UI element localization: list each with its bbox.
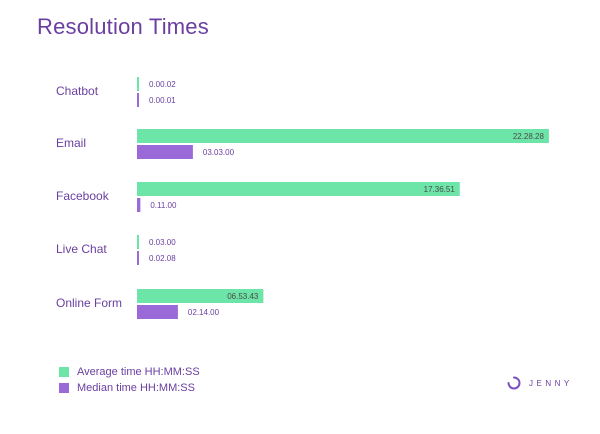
legend-swatch-median (59, 383, 69, 393)
brand-ring-icon (507, 376, 521, 390)
bar-label-average-2: 17.36.51 (424, 185, 456, 194)
chart-title: Resolution Times (37, 14, 209, 39)
bar-label-average-4: 06.53.43 (227, 292, 259, 301)
bar-label-average-1: 22.28.28 (513, 132, 545, 141)
bar-median-3 (137, 251, 139, 265)
bar-average-2 (137, 182, 460, 196)
category-label-2: Facebook (56, 189, 110, 203)
legend-swatch-average (59, 367, 69, 377)
bar-average-0 (137, 77, 139, 91)
category-label-1: Email (56, 136, 86, 150)
bar-label-median-2: 0.11.00 (150, 201, 177, 210)
brand-name: JENNY (529, 378, 573, 388)
legend-item-average: Average time HH:MM:SS (59, 366, 200, 378)
bar-label-average-3: 0.03.00 (149, 238, 176, 247)
bar-median-0 (137, 93, 139, 107)
bar-label-median-3: 0.02.08 (149, 254, 176, 263)
bar-average-1 (137, 129, 549, 143)
legend-label-average: Average time HH:MM:SS (77, 366, 200, 378)
bar-average-3 (137, 235, 139, 249)
category-label-0: Chatbot (56, 84, 99, 98)
bar-median-1 (137, 145, 193, 159)
brand-logo: JENNY (507, 376, 573, 390)
bar-label-median-1: 03.03.00 (203, 148, 235, 157)
category-label-4: Online Form (56, 296, 122, 310)
category-label-3: Live Chat (56, 242, 107, 256)
legend-label-median: Median time HH:MM:SS (77, 382, 195, 394)
bar-label-average-0: 0.00.02 (149, 80, 176, 89)
bar-label-median-0: 0.00.01 (149, 96, 176, 105)
bar-median-2 (137, 198, 141, 212)
bar-median-4 (137, 305, 178, 319)
bar-label-median-4: 02.14.00 (188, 308, 220, 317)
legend-item-median: Median time HH:MM:SS (59, 382, 195, 394)
bar-average-4 (137, 289, 264, 303)
